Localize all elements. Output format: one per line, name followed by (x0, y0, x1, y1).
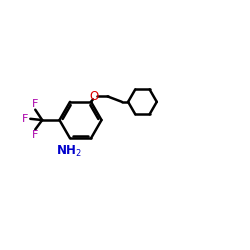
Text: F: F (22, 114, 28, 124)
Text: NH$_2$: NH$_2$ (56, 144, 82, 159)
Text: F: F (32, 99, 38, 109)
Text: O: O (89, 90, 99, 103)
Text: F: F (32, 130, 38, 140)
